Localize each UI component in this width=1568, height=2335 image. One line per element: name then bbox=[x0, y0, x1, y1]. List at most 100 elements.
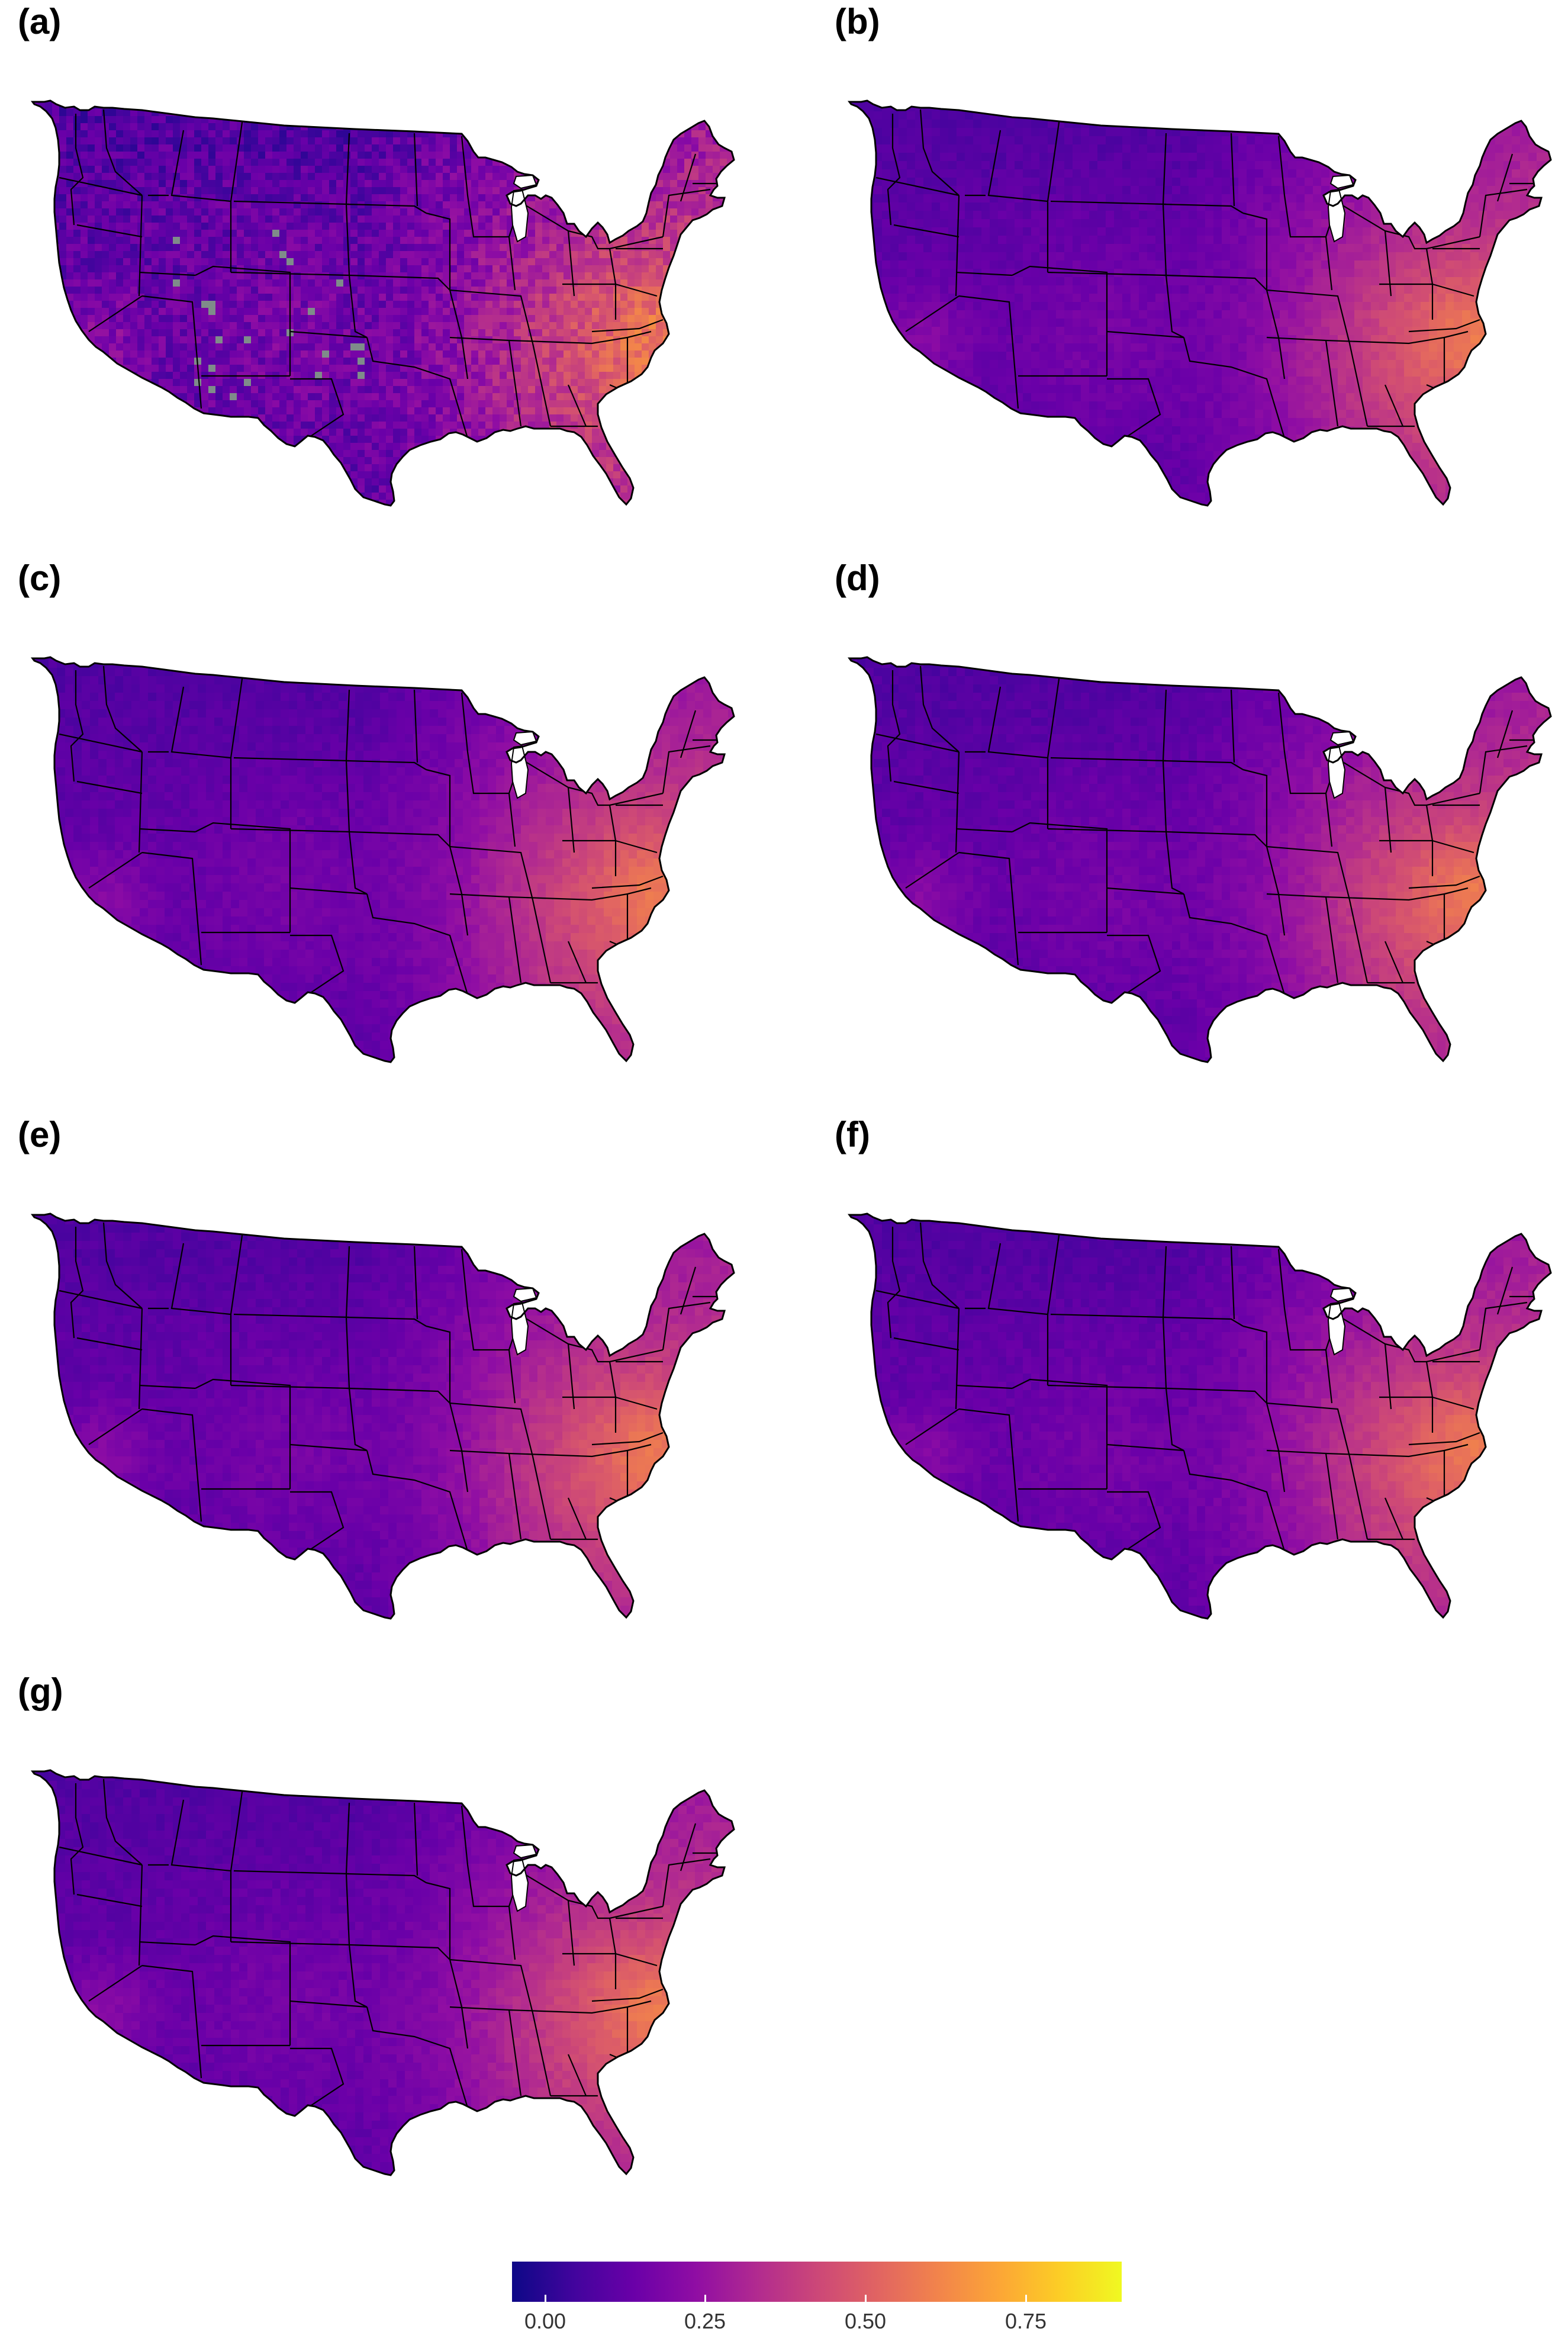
state-border bbox=[1230, 1246, 1235, 1320]
state-border bbox=[449, 893, 510, 898]
state-border bbox=[1165, 1387, 1267, 1404]
state-border bbox=[591, 319, 664, 333]
state-border bbox=[76, 1893, 143, 1908]
state-border bbox=[170, 1243, 232, 1385]
map-raster bbox=[849, 657, 1551, 1062]
state-border bbox=[449, 336, 510, 342]
state-border bbox=[567, 384, 587, 427]
state-border bbox=[662, 1858, 711, 1907]
state-border bbox=[349, 1387, 450, 1404]
state-border bbox=[905, 852, 960, 889]
state-border bbox=[1496, 710, 1514, 758]
state-border bbox=[662, 188, 711, 237]
state-border bbox=[195, 1378, 291, 1489]
state-border bbox=[1047, 674, 1061, 758]
state-border bbox=[508, 1443, 652, 1458]
state-border bbox=[609, 1905, 664, 1919]
state-border bbox=[919, 109, 960, 196]
state-border bbox=[591, 1988, 664, 2002]
state-border bbox=[230, 1941, 350, 1946]
state-border bbox=[591, 1432, 664, 1446]
state-border bbox=[609, 1349, 664, 1363]
state-border bbox=[426, 1881, 451, 1960]
state-border bbox=[955, 271, 1013, 276]
state-border bbox=[59, 733, 143, 753]
state-border bbox=[348, 275, 368, 338]
state-border bbox=[1230, 689, 1235, 763]
state-border bbox=[1384, 941, 1404, 983]
state-border bbox=[919, 1222, 960, 1309]
state-border bbox=[170, 686, 232, 829]
state-border bbox=[366, 1450, 469, 1552]
state-border bbox=[1325, 340, 1339, 427]
state-border bbox=[875, 1289, 960, 1310]
state-border bbox=[508, 1453, 522, 1540]
state-border bbox=[230, 828, 350, 833]
state-border bbox=[1165, 275, 1184, 338]
state-border bbox=[1050, 200, 1167, 205]
state-border bbox=[1479, 745, 1528, 794]
lake-michigan bbox=[510, 1858, 529, 1912]
state-border bbox=[1384, 1497, 1404, 1540]
state-border bbox=[59, 176, 143, 197]
panel-label-e: (e) bbox=[18, 1114, 61, 1155]
state-border bbox=[591, 875, 664, 889]
state-border bbox=[958, 851, 1019, 966]
state-border bbox=[1106, 330, 1184, 339]
state-border bbox=[230, 1231, 244, 1315]
state-border bbox=[1106, 1443, 1184, 1452]
state-border bbox=[413, 1246, 418, 1320]
lake-michigan bbox=[510, 188, 529, 243]
state-border bbox=[1050, 757, 1167, 762]
state-border bbox=[139, 1941, 196, 1946]
state-border bbox=[138, 1864, 143, 1966]
country-outline bbox=[31, 99, 735, 507]
state-border bbox=[230, 674, 244, 758]
state-border bbox=[567, 2054, 587, 2096]
state-border bbox=[567, 941, 587, 983]
state-border bbox=[955, 195, 960, 297]
state-border bbox=[567, 1497, 587, 1540]
state-border bbox=[532, 343, 552, 427]
state-border bbox=[233, 1870, 350, 1875]
state-border bbox=[1266, 893, 1326, 898]
state-border bbox=[88, 852, 143, 889]
state-border bbox=[568, 786, 617, 876]
state-border bbox=[346, 1873, 427, 1883]
map-raster bbox=[33, 1770, 734, 2175]
state-border bbox=[955, 1384, 1013, 1390]
state-border bbox=[1408, 1432, 1480, 1446]
state-border bbox=[568, 1899, 617, 1989]
country-outline bbox=[31, 1212, 735, 1620]
state-border bbox=[1348, 343, 1369, 427]
state-border bbox=[1242, 212, 1268, 290]
state-border bbox=[230, 1787, 244, 1871]
colorbar-tick-mark bbox=[1025, 2295, 1027, 2302]
state-border bbox=[289, 330, 368, 339]
state-border bbox=[59, 1289, 143, 1310]
state-border bbox=[1432, 1396, 1474, 1410]
state-border bbox=[348, 831, 368, 895]
state-border bbox=[1266, 1449, 1326, 1455]
state-border bbox=[1426, 792, 1480, 806]
state-border bbox=[141, 1408, 202, 1522]
state-border bbox=[875, 176, 960, 197]
colorbar-tick-mark bbox=[545, 2295, 546, 2302]
state-border bbox=[413, 689, 418, 763]
state-border bbox=[449, 1402, 534, 1457]
state-border bbox=[508, 330, 652, 345]
state-border bbox=[893, 1337, 960, 1351]
panel-label-d: (d) bbox=[835, 558, 880, 599]
country-outline bbox=[848, 1212, 1552, 1620]
panel-label-a: (a) bbox=[18, 1, 61, 42]
state-border bbox=[508, 887, 652, 901]
state-border bbox=[413, 133, 418, 207]
state-border bbox=[1325, 330, 1469, 345]
state-border bbox=[1012, 822, 1108, 932]
state-border bbox=[170, 1799, 232, 1942]
state-border bbox=[1163, 203, 1244, 214]
country-outline bbox=[31, 656, 735, 1063]
state-border bbox=[875, 733, 960, 753]
state-border bbox=[1047, 271, 1167, 276]
lake-michigan bbox=[1327, 745, 1346, 799]
